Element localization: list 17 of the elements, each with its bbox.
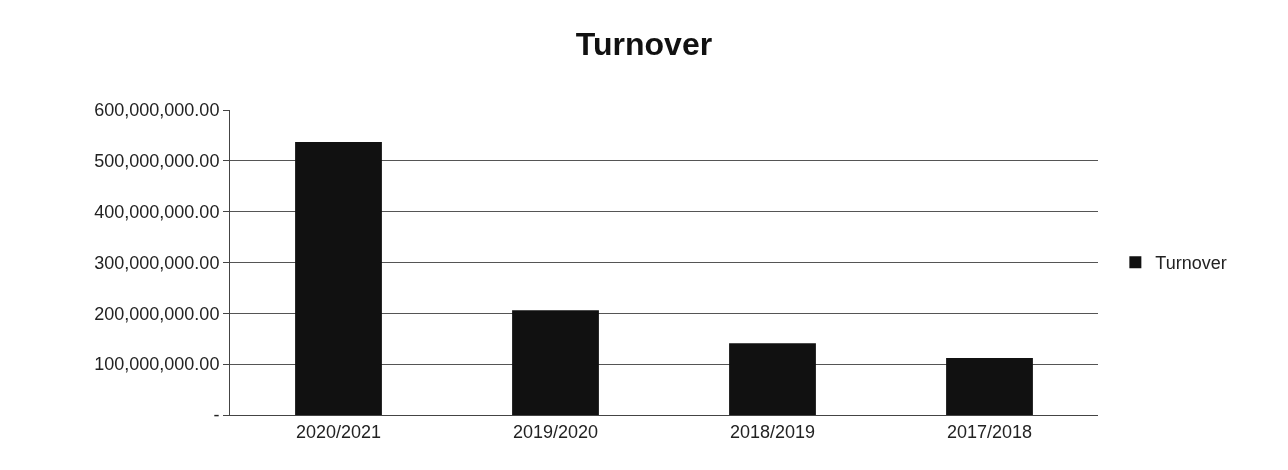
x-tick-label: 2017/2018 bbox=[946, 421, 1033, 442]
y-tick-label: - bbox=[213, 405, 220, 426]
x-tick-label: 2019/2020 bbox=[512, 421, 599, 442]
bar bbox=[946, 358, 1033, 415]
chart-title: Turnover bbox=[575, 26, 713, 63]
y-tick-label: 400,000,000.00 bbox=[94, 201, 220, 222]
bar bbox=[512, 310, 599, 415]
bar bbox=[729, 343, 816, 415]
bar bbox=[295, 142, 382, 415]
y-tick-label: 600,000,000.00 bbox=[94, 100, 220, 121]
y-tick-label: 100,000,000.00 bbox=[94, 354, 220, 375]
y-tick-label: 300,000,000.00 bbox=[94, 252, 220, 273]
y-tick-label: 200,000,000.00 bbox=[94, 303, 220, 324]
x-tick-label: 2018/2019 bbox=[729, 421, 816, 442]
x-tick-label: 2020/2021 bbox=[295, 421, 382, 442]
legend-label: Turnover bbox=[1155, 253, 1227, 274]
y-tick-label: 500,000,000.00 bbox=[94, 151, 220, 172]
